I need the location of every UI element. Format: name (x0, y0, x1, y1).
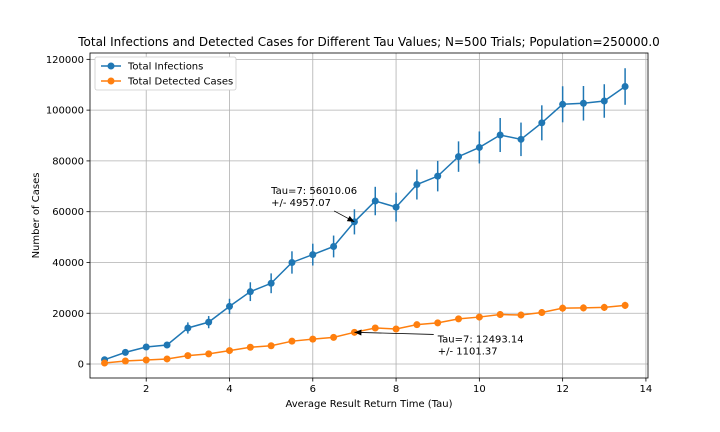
plot-frame (89, 52, 649, 379)
data-point-total-detected-cases (434, 319, 442, 327)
data-point-total-detected-cases (121, 357, 129, 365)
data-point-total-detected-cases (475, 313, 483, 321)
legend-marker-total-infections (107, 62, 115, 70)
data-point-total-detected-cases (579, 304, 587, 312)
axis-ticks: 2 4 6 8 10 12 14 0 20000 40000 60000 80000 100000 120… (46, 55, 652, 395)
data-point-total-infections (309, 251, 317, 259)
data-point-total-infections (475, 143, 483, 151)
annotation-text: Tau=7: 12493.14 (437, 334, 524, 345)
data-point-total-infections (496, 131, 504, 139)
data-point-total-infections (517, 135, 525, 143)
data-point-total-infections (121, 348, 129, 356)
data-point-total-detected-cases (392, 325, 400, 333)
data-point-total-infections (142, 343, 150, 351)
x-tick-label: 14 (640, 384, 653, 395)
data-point-total-infections (455, 153, 463, 161)
data-point-total-infections (163, 341, 171, 349)
legend-label-total-detected-cases: Total Detected Cases (127, 77, 233, 88)
series-markers (101, 83, 629, 367)
data-point-total-infections (226, 302, 233, 310)
series-lines (104, 85, 626, 364)
series-line-total-detected-cases (104, 304, 626, 364)
data-point-total-infections (621, 83, 629, 91)
data-point-total-detected-cases (246, 343, 254, 351)
legend-marker-total-detected-cases (107, 77, 115, 85)
data-point-total-detected-cases (371, 324, 379, 332)
data-point-total-infections (392, 203, 400, 211)
data-point-total-detected-cases (496, 311, 504, 319)
data-point-total-infections (246, 288, 254, 296)
data-point-total-infections (330, 242, 338, 250)
data-point-total-detected-cases (226, 347, 233, 355)
data-point-total-infections (413, 181, 421, 189)
data-point-total-detected-cases (517, 311, 525, 319)
x-tick-label: 8 (393, 384, 399, 395)
data-point-total-infections (288, 258, 296, 266)
x-tick-label: 2 (143, 384, 149, 395)
x-tick-label: 4 (226, 384, 232, 395)
data-point-total-infections (184, 324, 192, 332)
data-point-total-infections (579, 99, 587, 107)
data-point-total-detected-cases (142, 356, 150, 364)
data-point-total-infections (267, 279, 275, 287)
annotation-text: +/- 4957.07 (271, 198, 331, 209)
data-point-total-detected-cases (413, 321, 421, 329)
data-point-total-infections (205, 318, 213, 326)
y-tick-label: 120000 (46, 55, 84, 66)
annotations: Tau=7: 56010.06+/- 4957.07 Tau=7: 12493.1… (270, 186, 524, 358)
chart-title: Total Infections and Detected Cases for … (77, 35, 660, 49)
data-point-total-infections (559, 100, 567, 108)
data-point-total-infections (434, 172, 442, 180)
data-point-total-detected-cases (101, 359, 109, 367)
y-tick-label: 0 (78, 360, 84, 371)
x-tick-label: 12 (556, 384, 569, 395)
data-point-total-infections (600, 97, 608, 105)
legend-box (94, 56, 237, 91)
data-point-total-infections (371, 197, 379, 205)
series-line-total-infections (104, 85, 626, 361)
data-point-total-detected-cases (184, 352, 192, 360)
data-point-total-detected-cases (163, 355, 171, 363)
y-tick-label: 40000 (52, 258, 84, 269)
data-point-total-infections (538, 119, 546, 127)
y-tick-label: 100000 (46, 106, 84, 117)
legend-label-total-infections: Total Infections (127, 62, 203, 73)
data-point-total-detected-cases (205, 350, 213, 358)
data-point-total-detected-cases (600, 303, 608, 311)
annotation-text: +/- 1101.37 (438, 346, 498, 357)
y-tick-label: 60000 (52, 207, 84, 218)
data-point-total-detected-cases (267, 342, 275, 350)
y-tick-label: 20000 (52, 309, 84, 320)
data-point-total-detected-cases (309, 335, 317, 343)
annotation-arrowhead (346, 215, 355, 222)
data-point-total-detected-cases (288, 337, 296, 345)
x-axis-label: Average Result Return Time (Tau) (285, 399, 452, 410)
data-point-total-detected-cases (330, 333, 338, 341)
data-point-total-detected-cases (559, 304, 567, 312)
data-point-total-detected-cases (621, 301, 629, 309)
x-tick-label: 10 (473, 384, 486, 395)
y-tick-label: 80000 (52, 156, 84, 167)
x-tick-label: 6 (310, 384, 316, 395)
legend: Total Infections Total Detected Cases (94, 56, 237, 91)
data-point-total-detected-cases (455, 315, 463, 323)
error-bars (103, 68, 626, 364)
data-point-total-detected-cases (538, 308, 546, 316)
annotation-arrow (354, 331, 434, 335)
annotation-arrowhead (354, 329, 362, 336)
annotation-text: Tau=7: 56010.06 (270, 186, 357, 197)
y-axis-label: Number of Cases (31, 173, 42, 259)
